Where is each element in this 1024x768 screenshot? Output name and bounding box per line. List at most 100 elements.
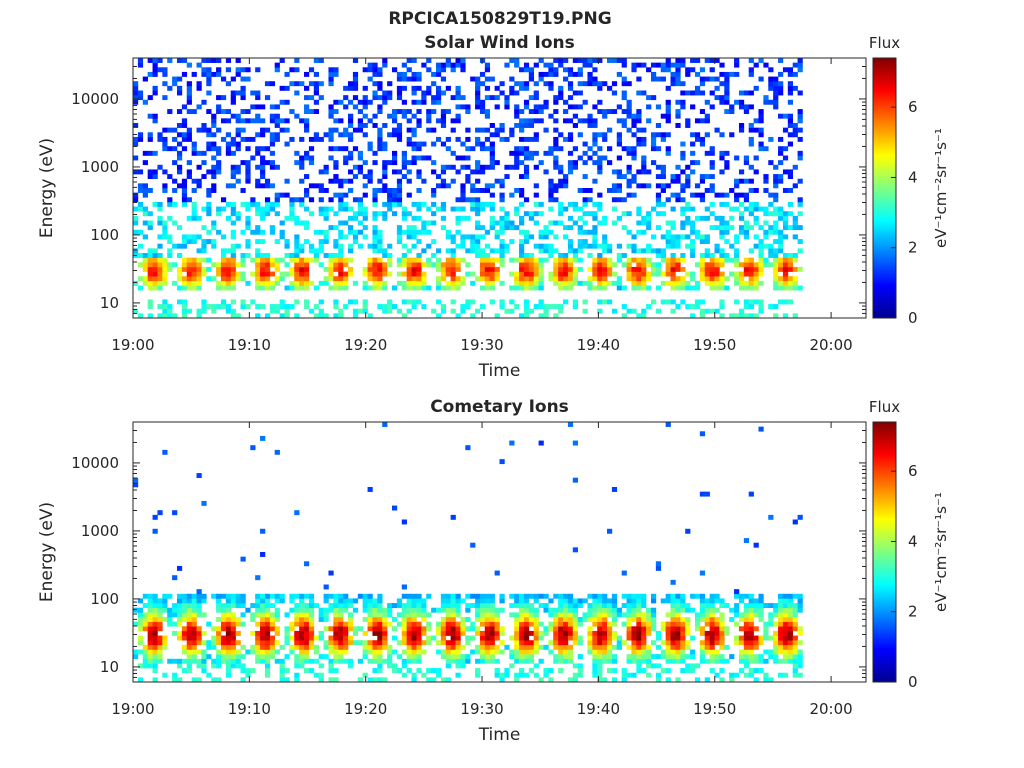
heatmap-cell xyxy=(704,644,710,650)
heatmap-cell xyxy=(260,118,266,124)
heatmap-cell xyxy=(792,123,798,128)
heatmap-cell xyxy=(157,612,163,618)
heatmap-cell xyxy=(680,104,686,110)
heatmap-cell xyxy=(284,654,290,660)
heatmap-cell xyxy=(680,593,686,599)
heatmap-cell xyxy=(563,58,569,63)
heatmap-cell xyxy=(533,118,539,124)
heatmap-cell xyxy=(416,76,422,82)
heatmap-cell xyxy=(465,136,471,142)
heatmap-cell xyxy=(753,234,759,240)
heatmap-cell xyxy=(147,136,153,142)
heatmap-cell xyxy=(602,271,608,277)
heatmap-cell xyxy=(264,276,271,282)
heatmap-cell xyxy=(509,257,515,263)
heatmap-cell xyxy=(328,206,334,212)
heatmap-cell xyxy=(382,90,388,96)
heatmap-cell xyxy=(181,178,188,184)
heatmap-cell xyxy=(792,127,798,133)
heatmap-cell xyxy=(475,603,481,609)
heatmap-cell xyxy=(690,132,696,138)
heatmap-cell xyxy=(401,285,407,291)
heatmap-cell xyxy=(543,672,549,678)
heatmap-cell xyxy=(592,668,598,674)
heatmap-cell xyxy=(548,649,554,655)
heatmap-cell xyxy=(548,668,554,674)
heatmap-cell xyxy=(396,239,403,245)
heatmap-cell xyxy=(641,308,647,314)
heatmap-cell xyxy=(743,160,750,166)
heatmap-cell xyxy=(602,215,608,221)
heatmap-cell xyxy=(626,593,632,599)
heatmap-cell xyxy=(665,668,671,674)
heatmap-cell xyxy=(235,67,241,73)
heatmap-cell xyxy=(357,220,363,226)
heatmap-cell xyxy=(186,663,192,669)
heatmap-cell xyxy=(499,197,505,203)
heatmap-cell xyxy=(133,220,139,226)
heatmap-cell xyxy=(582,160,588,166)
heatmap-cell xyxy=(792,220,798,226)
heatmap-cell xyxy=(255,640,261,646)
heatmap-cell xyxy=(636,206,642,212)
heatmap-cell xyxy=(167,304,173,310)
heatmap-cell xyxy=(797,630,803,636)
heatmap-cell xyxy=(382,607,388,613)
heatmap-cell xyxy=(162,607,168,613)
heatmap-cell xyxy=(553,266,559,272)
heatmap-cell xyxy=(782,276,789,282)
heatmap-cell xyxy=(426,612,432,618)
heatmap-cell xyxy=(494,85,500,91)
heatmap-cell xyxy=(548,607,554,613)
heatmap-cell xyxy=(260,644,266,650)
heatmap-cell xyxy=(333,109,339,115)
heatmap-cell xyxy=(181,183,188,189)
heatmap-cell xyxy=(460,215,466,221)
heatmap-cell xyxy=(787,67,793,73)
heatmap-cell xyxy=(333,253,339,258)
heatmap-cell xyxy=(431,188,437,193)
heatmap-cell xyxy=(729,672,735,678)
heatmap-cell xyxy=(176,243,183,249)
colorbar-title: Flux xyxy=(869,398,900,416)
heatmap-cell xyxy=(543,626,549,632)
heatmap-cell xyxy=(748,617,754,622)
heatmap-cell xyxy=(787,621,793,627)
heatmap-cell xyxy=(323,239,329,245)
heatmap-cell xyxy=(313,71,319,77)
heatmap-cell xyxy=(167,234,173,240)
heatmap-cell xyxy=(592,658,598,664)
heatmap-cell xyxy=(323,626,329,632)
heatmap-cell xyxy=(176,225,183,231)
heatmap-cell xyxy=(294,640,300,646)
heatmap-cell xyxy=(352,71,359,77)
heatmap-cell xyxy=(577,266,583,272)
heatmap-cell xyxy=(577,257,583,263)
heatmap-cell xyxy=(367,146,373,152)
heatmap-cell xyxy=(582,617,588,622)
heatmap-cell xyxy=(763,635,769,641)
heatmap-cell xyxy=(655,644,662,650)
heatmap-cell xyxy=(650,640,657,646)
heatmap-cell xyxy=(406,285,412,291)
heatmap-cell xyxy=(157,510,163,516)
heatmap-cell xyxy=(440,183,447,189)
heatmap-cell xyxy=(607,668,613,674)
heatmap-cell xyxy=(176,58,183,63)
heatmap-cell xyxy=(587,635,593,641)
heatmap-cell xyxy=(533,136,539,142)
heatmap-cell xyxy=(294,81,300,87)
heatmap-cell xyxy=(269,150,276,156)
heatmap-cell xyxy=(147,635,153,641)
heatmap-cell xyxy=(245,220,251,226)
heatmap-cell xyxy=(758,635,764,641)
heatmap-cell xyxy=(387,90,393,96)
heatmap-cell xyxy=(680,626,686,632)
heatmap-cell xyxy=(631,67,637,73)
heatmap-cell xyxy=(787,169,793,175)
heatmap-cell xyxy=(181,603,188,609)
heatmap-cell xyxy=(548,188,554,193)
heatmap-cell xyxy=(538,313,544,319)
heatmap-cell xyxy=(255,206,261,212)
heatmap-cell xyxy=(587,243,593,249)
